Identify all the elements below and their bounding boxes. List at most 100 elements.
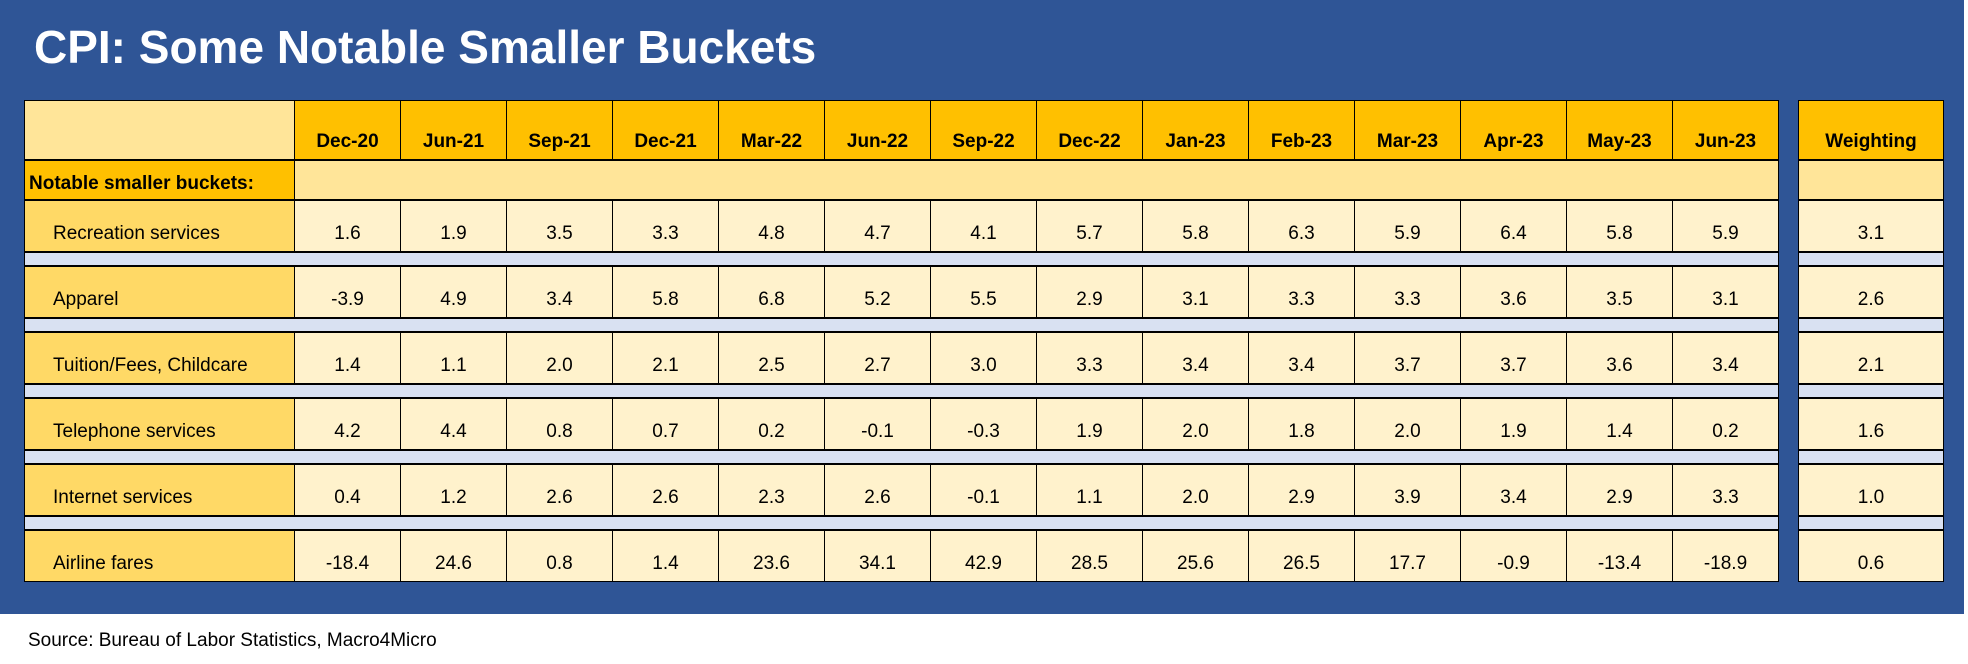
row-separator bbox=[24, 252, 1779, 266]
chart-title: CPI: Some Notable Smaller Buckets bbox=[34, 21, 817, 73]
column-header: Mar-23 bbox=[1354, 100, 1461, 160]
value-cell: -0.9 bbox=[1460, 530, 1567, 582]
value-cell: 3.5 bbox=[1566, 266, 1673, 318]
value-cell: 4.8 bbox=[718, 200, 825, 252]
section-band-weighting bbox=[1798, 160, 1944, 200]
value-cell: 4.7 bbox=[824, 200, 931, 252]
value-cell: -0.1 bbox=[930, 464, 1037, 516]
value-cell: 26.5 bbox=[1248, 530, 1355, 582]
value-cell: 0.8 bbox=[506, 398, 613, 450]
value-cell: 0.2 bbox=[1672, 398, 1779, 450]
row-separator bbox=[24, 318, 1779, 332]
value-cell: 3.3 bbox=[1354, 266, 1461, 318]
header-corner-cell bbox=[24, 100, 295, 160]
section-band bbox=[294, 160, 1779, 200]
value-cell: -0.1 bbox=[824, 398, 931, 450]
chart-frame: CPI: Some Notable Smaller Buckets Dec-20… bbox=[0, 0, 1968, 614]
value-cell: 0.4 bbox=[294, 464, 401, 516]
value-cell: 5.8 bbox=[1142, 200, 1249, 252]
column-header: Sep-21 bbox=[506, 100, 613, 160]
value-cell: 1.1 bbox=[400, 332, 507, 384]
value-cell: 3.4 bbox=[1672, 332, 1779, 384]
value-cell: 3.3 bbox=[1248, 266, 1355, 318]
value-cell: 3.1 bbox=[1672, 266, 1779, 318]
value-cell: 4.9 bbox=[400, 266, 507, 318]
value-cell: 2.5 bbox=[718, 332, 825, 384]
value-cell: 2.9 bbox=[1248, 464, 1355, 516]
data-table: Dec-20 Jun-21 Sep-21 Dec-21 Mar-22 Jun-22 Sep-… bbox=[24, 100, 1944, 582]
value-cell: 1.6 bbox=[294, 200, 401, 252]
row-label: Internet services bbox=[24, 464, 295, 516]
value-cell: 1.8 bbox=[1248, 398, 1355, 450]
value-cell: 24.6 bbox=[400, 530, 507, 582]
value-cell: 6.4 bbox=[1460, 200, 1567, 252]
value-cell: 3.3 bbox=[1672, 464, 1779, 516]
column-header: Jan-23 bbox=[1142, 100, 1249, 160]
value-cell: 4.4 bbox=[400, 398, 507, 450]
value-cell: 4.1 bbox=[930, 200, 1037, 252]
row-separator bbox=[24, 516, 1779, 530]
value-cell: 3.4 bbox=[506, 266, 613, 318]
column-header: Mar-22 bbox=[718, 100, 825, 160]
value-cell: 2.6 bbox=[824, 464, 931, 516]
value-cell: 0.8 bbox=[506, 530, 613, 582]
value-cell: 2.0 bbox=[506, 332, 613, 384]
value-cell: 23.6 bbox=[718, 530, 825, 582]
value-cell: 2.7 bbox=[824, 332, 931, 384]
value-cell: 5.7 bbox=[1036, 200, 1143, 252]
value-cell: 4.2 bbox=[294, 398, 401, 450]
section-label: Notable smaller buckets: bbox=[24, 160, 295, 200]
value-cell: 3.7 bbox=[1460, 332, 1567, 384]
value-cell: 3.1 bbox=[1142, 266, 1249, 318]
value-cell: 25.6 bbox=[1142, 530, 1249, 582]
value-cell: 2.0 bbox=[1354, 398, 1461, 450]
value-cell: 1.4 bbox=[612, 530, 719, 582]
column-header: Jun-23 bbox=[1672, 100, 1779, 160]
column-header: Apr-23 bbox=[1460, 100, 1567, 160]
value-cell: 5.9 bbox=[1354, 200, 1461, 252]
value-cell: 5.8 bbox=[612, 266, 719, 318]
weighting-cell: 2.6 bbox=[1798, 266, 1944, 318]
source-note: Source: Bureau of Labor Statistics, Macr… bbox=[28, 630, 437, 651]
column-header: Feb-23 bbox=[1248, 100, 1355, 160]
row-separator-weighting bbox=[1798, 516, 1944, 530]
value-cell: 1.4 bbox=[1566, 398, 1673, 450]
value-cell: 2.1 bbox=[612, 332, 719, 384]
value-cell: 34.1 bbox=[824, 530, 931, 582]
row-separator bbox=[24, 384, 1779, 398]
weighting-cell: 0.6 bbox=[1798, 530, 1944, 582]
row-label: Apparel bbox=[24, 266, 295, 318]
value-cell: 6.8 bbox=[718, 266, 825, 318]
value-cell: 3.9 bbox=[1354, 464, 1461, 516]
value-cell: 2.6 bbox=[506, 464, 613, 516]
value-cell: 2.9 bbox=[1036, 266, 1143, 318]
value-cell: 1.4 bbox=[294, 332, 401, 384]
value-cell: -3.9 bbox=[294, 266, 401, 318]
row-label: Telephone services bbox=[24, 398, 295, 450]
value-cell: 2.3 bbox=[718, 464, 825, 516]
value-cell: 1.2 bbox=[400, 464, 507, 516]
value-cell: 6.3 bbox=[1248, 200, 1355, 252]
value-cell: 3.6 bbox=[1566, 332, 1673, 384]
value-cell: 3.4 bbox=[1460, 464, 1567, 516]
weighting-header: Weighting bbox=[1798, 100, 1944, 160]
value-cell: -18.4 bbox=[294, 530, 401, 582]
value-cell: 0.7 bbox=[612, 398, 719, 450]
row-separator bbox=[24, 450, 1779, 464]
value-cell: 1.1 bbox=[1036, 464, 1143, 516]
value-cell: 3.3 bbox=[1036, 332, 1143, 384]
value-cell: 3.6 bbox=[1460, 266, 1567, 318]
column-header: Dec-21 bbox=[612, 100, 719, 160]
row-label: Tuition/Fees, Childcare bbox=[24, 332, 295, 384]
weighting-cell: 1.0 bbox=[1798, 464, 1944, 516]
column-header: Sep-22 bbox=[930, 100, 1037, 160]
column-header: Dec-22 bbox=[1036, 100, 1143, 160]
weighting-cell: 2.1 bbox=[1798, 332, 1944, 384]
value-cell: 5.2 bbox=[824, 266, 931, 318]
value-cell: 2.0 bbox=[1142, 398, 1249, 450]
value-cell: 0.2 bbox=[718, 398, 825, 450]
row-label: Recreation services bbox=[24, 200, 295, 252]
value-cell: 1.9 bbox=[400, 200, 507, 252]
row-separator-weighting bbox=[1798, 450, 1944, 464]
weighting-cell: 3.1 bbox=[1798, 200, 1944, 252]
